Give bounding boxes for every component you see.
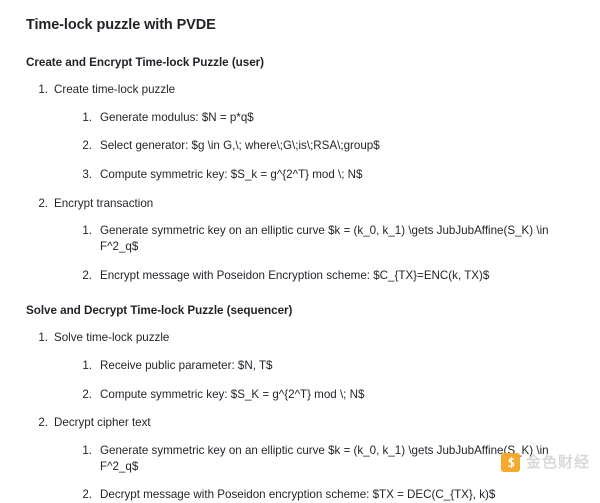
list-marker: 2. (82, 268, 92, 282)
list-item: 1. Solve time-lock puzzle 1. Receive pub… (32, 330, 586, 402)
list-item-label: Compute symmetric key: $S_K = g^{2^T} mo… (100, 387, 365, 401)
ordered-sublist: 1. Generate modulus: $N = p*q$ 2. Select… (54, 110, 586, 183)
list-item-label: Decrypt cipher text (54, 416, 151, 430)
list-item-label: Decrypt message with Poseidon encryption… (100, 488, 496, 502)
list-item: 1. Receive public parameter: $N, T$ (76, 358, 586, 374)
list-marker: 2. (38, 196, 48, 210)
list-item-label: Encrypt message with Poseidon Encryption… (100, 268, 490, 282)
list-item: 1. Generate symmetric key on an elliptic… (76, 443, 586, 474)
list-marker: 1. (82, 443, 92, 457)
list-marker: 2. (82, 139, 92, 153)
list-item: 2. Encrypt message with Poseidon Encrypt… (76, 268, 586, 284)
list-item: 2. Select generator: $g \in G,\; where\;… (76, 138, 586, 154)
list-item: 2. Decrypt message with Poseidon encrypt… (76, 487, 586, 503)
list-item-label: Generate symmetric key on an elliptic cu… (100, 224, 549, 253)
ordered-sublist: 1. Generate symmetric key on an elliptic… (54, 223, 586, 283)
list-item-label: Select generator: $g \in G,\; where\;G\;… (100, 139, 380, 153)
watermark-label: 金色财经 (525, 453, 590, 471)
list-marker: 2. (82, 488, 92, 502)
section-heading-create-encrypt: Create and Encrypt Time-lock Puzzle (use… (26, 55, 264, 69)
list-marker: 1. (38, 331, 48, 345)
list-marker: 1. (82, 224, 92, 238)
list-item-label: Solve time-lock puzzle (54, 331, 170, 345)
list-item-label: Encrypt transaction (54, 196, 154, 210)
list-item-label: Generate modulus: $N = p*q$ (100, 110, 254, 124)
list-marker: 1. (82, 359, 92, 373)
section-heading-solve-decrypt: Solve and Decrypt Time-lock Puzzle (sequ… (26, 304, 293, 318)
page-title: Time-lock puzzle with PVDE (26, 17, 216, 33)
list-item: 1. Generate modulus: $N = p*q$ (76, 110, 586, 126)
watermark: 金色财经 (500, 453, 590, 472)
list-item: 2. Compute symmetric key: $S_K = g^{2^T}… (76, 387, 586, 403)
list-marker: 3. (82, 167, 92, 181)
list-marker: 2. (82, 387, 92, 401)
document-page: Time-lock puzzle with PVDE Create and En… (26, 17, 590, 501)
list-item: 1. Generate symmetric key on an elliptic… (76, 223, 586, 254)
list-item-label: Generate symmetric key on an elliptic cu… (100, 443, 549, 473)
ordered-sublist: 1. Receive public parameter: $N, T$ 2. C… (54, 358, 586, 402)
ordered-list-create-encrypt: 1. Create time-lock puzzle 1. Generate m… (26, 82, 586, 283)
list-marker: 1. (82, 110, 92, 124)
list-marker: 2. (38, 416, 48, 430)
list-item: 1. Create time-lock puzzle 1. Generate m… (32, 82, 586, 183)
list-marker: 1. (38, 83, 48, 97)
list-item: 3. Compute symmetric key: $S_k = g^{2^T}… (76, 167, 586, 183)
jinse-logo-icon (500, 453, 520, 472)
list-item-label: Compute symmetric key: $S_k = g^{2^T} mo… (100, 167, 363, 181)
list-item: 2. Encrypt transaction 1. Generate symme… (32, 196, 586, 284)
list-item-label: Create time-lock puzzle (54, 83, 176, 97)
list-item-label: Receive public parameter: $N, T$ (100, 359, 273, 373)
ordered-sublist: 1. Generate symmetric key on an elliptic… (54, 443, 586, 503)
